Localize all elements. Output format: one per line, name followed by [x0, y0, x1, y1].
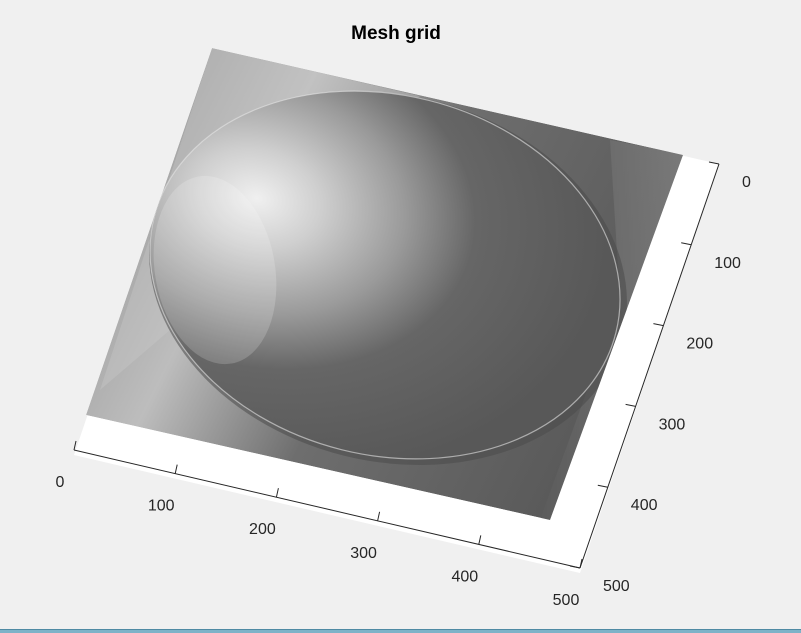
y-tick-label: 200	[686, 336, 713, 353]
x-tick-label: 400	[451, 568, 478, 585]
dome	[149, 91, 621, 459]
y-axis-ticks: 0 100 200 300 400 500	[569, 161, 751, 595]
y-tick-mark	[681, 242, 692, 246]
x-tick-label: 0	[56, 474, 65, 491]
surface-plot	[86, 48, 683, 520]
chart-title: Mesh grid	[351, 23, 441, 44]
x-tick-mark	[275, 488, 279, 498]
y-tick-mark	[708, 161, 720, 165]
y-tick-label: 500	[603, 578, 630, 595]
x-tick-mark	[478, 535, 482, 545]
y-tick-mark	[653, 323, 664, 327]
x-tick-mark	[579, 558, 583, 569]
x-tick-label: 500	[553, 592, 580, 609]
y-tick-label: 300	[659, 416, 686, 433]
y-axis-line	[579, 163, 720, 569]
x-tick-mark	[377, 511, 381, 521]
y-tick-label: 0	[742, 174, 751, 191]
x-tick-label: 300	[350, 545, 377, 562]
x-axis-ticks: 0 100 200 300 400 500	[56, 440, 583, 609]
x-tick-mark	[174, 464, 178, 474]
x-tick-label: 100	[148, 498, 175, 515]
y-tick-mark	[597, 484, 608, 488]
x-tick-label: 200	[249, 521, 276, 538]
y-tick-mark	[625, 403, 636, 407]
window-bottom-strip	[0, 629, 801, 633]
y-tick-label: 400	[631, 497, 658, 514]
x-tick-mark	[73, 440, 77, 451]
y-tick-mark	[569, 565, 581, 569]
y-tick-label: 100	[714, 255, 741, 272]
x-axis-line	[73, 449, 581, 569]
